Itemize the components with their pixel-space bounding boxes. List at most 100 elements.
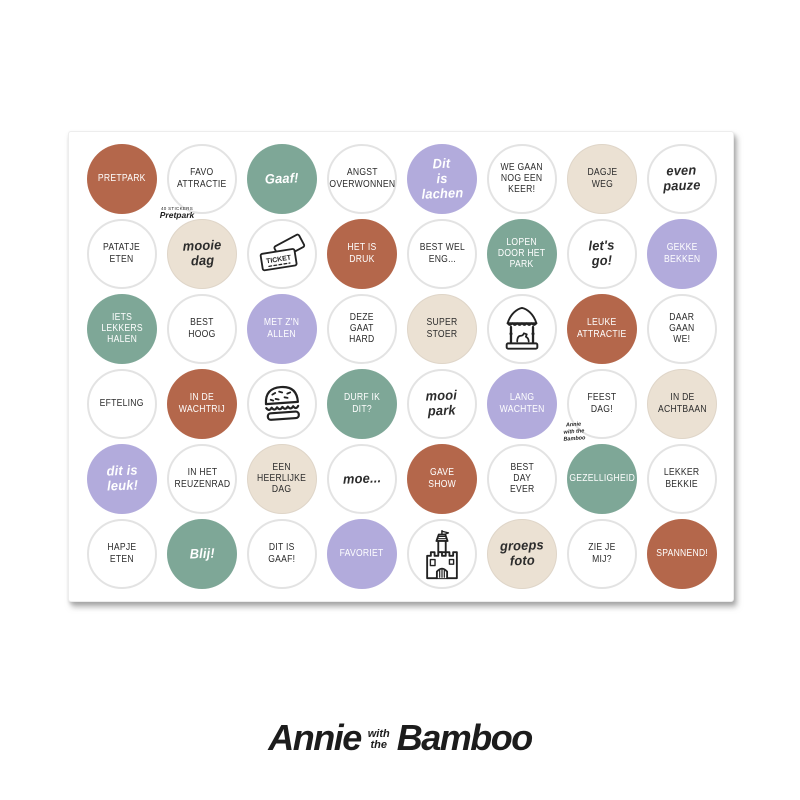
sticker: SUPER STOER bbox=[407, 293, 477, 364]
sticker-cell: let's go! bbox=[562, 216, 642, 291]
sticker-label: DIT IS GAAF! bbox=[268, 542, 296, 565]
sticker: PATATJE ETEN bbox=[87, 218, 157, 289]
sticker-label: ANGST OVERWONNEN bbox=[329, 167, 395, 190]
castle-icon bbox=[426, 529, 458, 579]
sticker-label: FAVORIET bbox=[340, 547, 384, 559]
sticker-cell: DURF IK DIT? bbox=[322, 366, 402, 441]
brand-name-middle: with the bbox=[368, 729, 390, 751]
sticker: EFTELING bbox=[87, 368, 157, 439]
sticker-cell: EFTELING bbox=[82, 366, 162, 441]
sticker: IN HET REUZENRAD bbox=[167, 443, 237, 514]
sticker-label: GEKKE BEKKEN bbox=[663, 242, 701, 265]
sticker: SPANNEND! bbox=[647, 518, 717, 589]
sheet-watermark: Annie with the Bamboo bbox=[563, 421, 586, 443]
sticker-cell: GAVE SHOW bbox=[402, 441, 482, 516]
sticker-label: LOPEN DOOR HET PARK bbox=[498, 236, 546, 271]
sticker-cell bbox=[402, 516, 482, 591]
sticker: groeps foto bbox=[487, 518, 557, 589]
burger-icon bbox=[264, 385, 300, 421]
burger-sticker bbox=[247, 368, 317, 439]
sticker-label: IN DE ACHTBAAN bbox=[657, 392, 707, 415]
sticker: DURF IK DIT? bbox=[327, 368, 397, 439]
ticket-word: TICKET bbox=[266, 254, 293, 265]
sticker-label: ZIE JE MIJ? bbox=[588, 542, 616, 565]
sticker-cell: groeps foto bbox=[482, 516, 562, 591]
sticker-cell: DIT IS GAAF! bbox=[242, 516, 322, 591]
sticker: FAVORIET bbox=[327, 518, 397, 589]
sticker-cell: MET Z'N ALLEN bbox=[242, 291, 322, 366]
sticker-label: mooi park bbox=[425, 387, 458, 420]
sticker-cell: EEN HEERLIJKE DAG bbox=[242, 441, 322, 516]
sticker-label: EEN HEERLIJKE DAG bbox=[257, 461, 307, 496]
sticker: let's go! bbox=[567, 218, 637, 289]
sticker: LEKKER BEKKIE bbox=[647, 443, 717, 514]
fineprint-count: 40 STICKERS bbox=[160, 206, 194, 211]
sticker-cell: IN DE WACHTRIJ bbox=[162, 366, 242, 441]
sticker: WE GAAN NOG EEN KEER! bbox=[487, 143, 557, 214]
sticker-label: BEST WEL ENG... bbox=[419, 242, 465, 265]
sticker: HET IS DRUK bbox=[327, 218, 397, 289]
sticker: DIT IS GAAF! bbox=[247, 518, 317, 589]
sticker-cell: even pauze bbox=[642, 141, 722, 216]
sticker: Blij! bbox=[167, 518, 237, 589]
sticker: Dit is lachen bbox=[407, 143, 477, 214]
sticker: EEN HEERLIJKE DAG bbox=[247, 443, 317, 514]
sticker-cell: IN DE ACHTBAAN bbox=[642, 366, 722, 441]
sticker-sheet: PRETPARK FAVO ATTRACTIE Gaaf! ANGST OVERWON… bbox=[68, 131, 734, 602]
sticker: DAGJE WEG bbox=[567, 143, 637, 214]
sticker-cell: WE GAAN NOG EEN KEER! bbox=[482, 141, 562, 216]
sticker: FEEST DAG! bbox=[567, 368, 637, 439]
sticker-cell: GEKKE BEKKEN bbox=[642, 216, 722, 291]
sticker: PRETPARK bbox=[87, 143, 157, 214]
sticker: Gaaf! bbox=[247, 143, 317, 214]
sticker-label: LANG WACHTEN bbox=[499, 392, 545, 415]
castle-sticker bbox=[407, 518, 477, 589]
sticker-label: FEEST DAG! bbox=[587, 392, 617, 415]
sticker: dit is leuk! bbox=[87, 443, 157, 514]
sticker: GEKKE BEKKEN bbox=[647, 218, 717, 289]
sticker-label: Dit is lachen bbox=[421, 155, 464, 202]
sticker-cell: LOPEN DOOR HET PARK bbox=[482, 216, 562, 291]
sticker-cell: Dit is lachen bbox=[402, 141, 482, 216]
sticker-cell: DAAR GAAN WE! bbox=[642, 291, 722, 366]
fineprint-title: Pretpark bbox=[159, 210, 195, 220]
sticker-label: even pauze bbox=[663, 162, 702, 195]
sticker-label: PRETPARK bbox=[98, 172, 146, 184]
sticker-label: HAPJE ETEN bbox=[107, 542, 137, 565]
sticker-cell: mooi park bbox=[402, 366, 482, 441]
sticker: HAPJE ETEN bbox=[87, 518, 157, 589]
sheet-fineprint: 40 STICKERS Pretpark bbox=[149, 206, 205, 220]
sticker-cell: FAVO ATTRACTIE bbox=[162, 141, 242, 216]
sticker: BEST WEL ENG... bbox=[407, 218, 477, 289]
sticker-cell: SUPER STOER bbox=[402, 291, 482, 366]
sticker-cell: LANG WACHTEN bbox=[482, 366, 562, 441]
sticker-cell bbox=[482, 291, 562, 366]
sticker: LANG WACHTEN bbox=[487, 368, 557, 439]
sticker-label: MET Z'N ALLEN bbox=[264, 317, 300, 340]
ticket-sticker: TICKET bbox=[247, 218, 317, 289]
sticker: MET Z'N ALLEN bbox=[247, 293, 317, 364]
sticker: IN DE WACHTRIJ bbox=[167, 368, 237, 439]
sticker-cell: IN HET REUZENRAD bbox=[162, 441, 242, 516]
sticker-cell: ANGST OVERWONNEN bbox=[322, 141, 402, 216]
sticker-label: BEST DAY EVER bbox=[509, 461, 535, 496]
sticker-label: Gaaf! bbox=[264, 170, 300, 187]
sticker-label: groeps foto bbox=[499, 537, 544, 569]
sticker-cell: moe... bbox=[322, 441, 402, 516]
sticker-label: SPANNEND! bbox=[656, 547, 708, 559]
sticker-cell: BEST WEL ENG... bbox=[402, 216, 482, 291]
sticker-label: BEST HOOG bbox=[188, 317, 216, 340]
sticker-label: mooie dag bbox=[182, 237, 222, 269]
sticker: ANGST OVERWONNEN bbox=[327, 143, 397, 214]
sticker-cell: IETS LEKKERS HALEN bbox=[82, 291, 162, 366]
sticker-cell: mooie dag bbox=[162, 216, 242, 291]
sticker-label: GAVE SHOW bbox=[428, 467, 456, 490]
sticker: BEST DAY EVER bbox=[487, 443, 557, 514]
sticker-label: IN HET REUZENRAD bbox=[174, 467, 230, 490]
sticker-label: HET IS DRUK bbox=[347, 242, 377, 265]
ticket-icon: TICKET bbox=[259, 233, 306, 271]
sticker-label: LEKKER BEKKIE bbox=[664, 467, 700, 490]
sticker-label: DEZE GAAT HARD bbox=[349, 311, 375, 346]
sticker-cell: dit is leuk! bbox=[82, 441, 162, 516]
sticker: DEZE GAAT HARD bbox=[327, 293, 397, 364]
